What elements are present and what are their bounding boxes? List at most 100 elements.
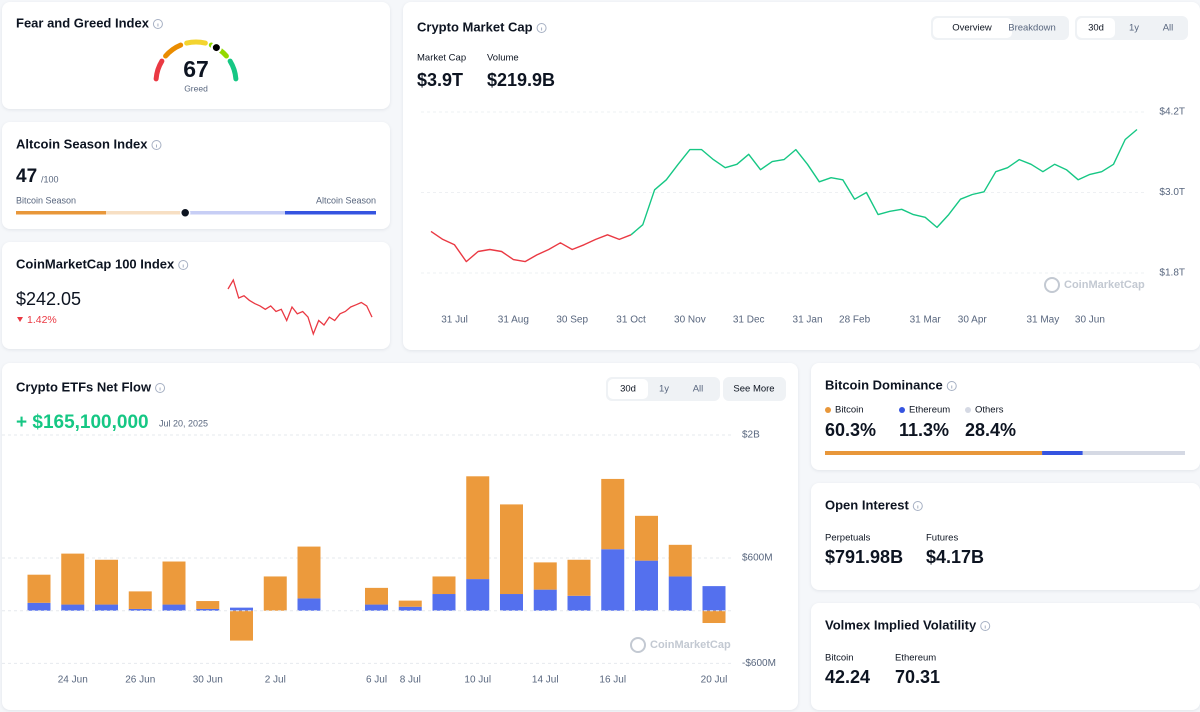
bar (702, 610, 726, 624)
gauge-label: Greed (184, 83, 208, 93)
watermark: CoinMarketCap (650, 639, 731, 651)
dominance-value: 28.4% (965, 420, 1016, 440)
bar (500, 594, 523, 611)
bar (533, 562, 557, 590)
stat-label: Volume (487, 53, 519, 64)
button-bg[interactable] (723, 377, 786, 401)
range-active (608, 379, 648, 399)
cmc100-card: CoinMarketCap 100 Index $242.05 1.42% (2, 242, 390, 349)
x-tick-label: 2 Jul (265, 675, 286, 686)
altcoin-season: Altcoin Season Index 47 /100 Bitcoin Sea… (16, 136, 376, 218)
market-cap-card: Crypto Market Cap Overview Breakdown 30d… (403, 2, 1200, 350)
stat-value: 42.24 (825, 667, 870, 687)
info-icon (151, 140, 162, 150)
watermark-logo (1044, 277, 1060, 293)
gauge-segment (153, 58, 165, 82)
gauge-segment (184, 39, 208, 46)
x-tick-label: 30 Apr (958, 315, 988, 326)
etf-card: Crypto ETFs Net Flow + $165,100,000 Jul … (2, 363, 798, 710)
bar (128, 608, 152, 611)
bar (500, 504, 523, 595)
dominance-value: 11.3% (899, 420, 949, 440)
range-tab[interactable]: 30d (620, 384, 636, 395)
card-title: CoinMarketCap 100 Index (16, 256, 175, 271)
bar-segment (185, 211, 285, 215)
info-icon (980, 621, 991, 631)
bar (398, 606, 422, 611)
tab[interactable]: Breakdown (1008, 23, 1056, 34)
bar (601, 478, 625, 550)
x-tick-label: 30 Nov (674, 315, 706, 326)
index-price: $242.05 (16, 289, 81, 309)
stat-value: 70.31 (895, 667, 940, 687)
see-more-button[interactable]: See More (733, 384, 774, 395)
watermark: CoinMarketCap (1064, 279, 1145, 291)
info-icon (178, 260, 189, 270)
bar (263, 576, 287, 611)
altcoin-value: 47 (16, 166, 37, 187)
gauge-value: 67 (183, 56, 209, 82)
bar (466, 579, 490, 611)
card-title: Altcoin Season Index (16, 136, 148, 151)
altcoin-card: Altcoin Season Index 47 /100 Bitcoin Sea… (2, 122, 390, 229)
right-label: Altcoin Season (316, 195, 376, 205)
bar (398, 600, 422, 607)
fear-greed: Fear and Greed Index 67 Greed (16, 15, 239, 93)
bar (601, 549, 625, 611)
card-title: Crypto Market Cap (417, 19, 533, 34)
dominance-card: Bitcoin Dominance Bitcoin 60.3% Ethereum 11… (811, 363, 1200, 470)
stat-value: $791.98B (825, 547, 903, 567)
range-tab[interactable]: All (693, 384, 704, 395)
range-active (1077, 18, 1115, 38)
x-tick-label: 30 Sep (556, 315, 588, 326)
volmex-card: Volmex Implied Volatility Bitcoin 42.24 … (811, 603, 1200, 710)
bar-segment (106, 211, 185, 215)
gauge-segment (163, 42, 184, 59)
info-icon (946, 381, 957, 391)
etf-net-flow: Crypto ETFs Net Flow + $165,100,000 Jul … (2, 377, 786, 686)
etf-headline: + $165,100,000 (16, 412, 149, 433)
stat-value: $219.9B (487, 70, 555, 90)
bar (365, 587, 388, 605)
x-tick-label: 31 Jul (441, 315, 468, 326)
range-tab[interactable]: 1y (659, 384, 669, 395)
x-tick-label: 26 Jun (125, 675, 155, 686)
legend-dot (825, 407, 831, 413)
range-tab[interactable]: 1y (1129, 23, 1139, 34)
watermark-logo (630, 637, 646, 653)
y-tick-label: $1.8T (1159, 268, 1185, 279)
bar (95, 559, 118, 605)
x-tick-label: 16 Jul (599, 675, 626, 686)
y-tick-label: $2B (742, 430, 760, 441)
x-tick-label: 10 Jul (464, 675, 491, 686)
stat-label: Ethereum (895, 653, 936, 664)
x-tick-label: 28 Feb (839, 315, 871, 326)
bar (466, 476, 490, 580)
range-tab[interactable]: 30d (1088, 23, 1104, 34)
bar (128, 591, 152, 609)
stat-value: $4.17B (926, 547, 984, 567)
stat-label: Market Cap (417, 53, 466, 64)
range-tab[interactable]: All (1163, 23, 1174, 34)
x-tick-label: 30 Jun (193, 675, 223, 686)
tab[interactable]: Overview (952, 23, 992, 34)
bar (432, 576, 456, 595)
legend-label: Bitcoin (835, 405, 864, 416)
y-tick-label: $600M (742, 553, 773, 564)
y-tick-label: $4.2T (1159, 107, 1185, 118)
fear-greed-card: Fear and Greed Index 67 Greed (2, 2, 390, 109)
bar (95, 604, 118, 611)
x-tick-label: 20 Jul (701, 675, 728, 686)
bar-segment (16, 211, 106, 215)
dominance-value: 60.3% (825, 420, 876, 440)
bar (432, 594, 456, 611)
gauge-segment (227, 58, 239, 82)
x-tick-label: 31 Jan (793, 315, 823, 326)
stat-label: Perpetuals (825, 533, 871, 544)
info-icon (536, 23, 547, 33)
cmc100: CoinMarketCap 100 Index $242.05 1.42% (16, 256, 373, 336)
bar (533, 589, 557, 611)
legend-dot (899, 407, 905, 413)
stat-value: $3.9T (417, 70, 463, 90)
